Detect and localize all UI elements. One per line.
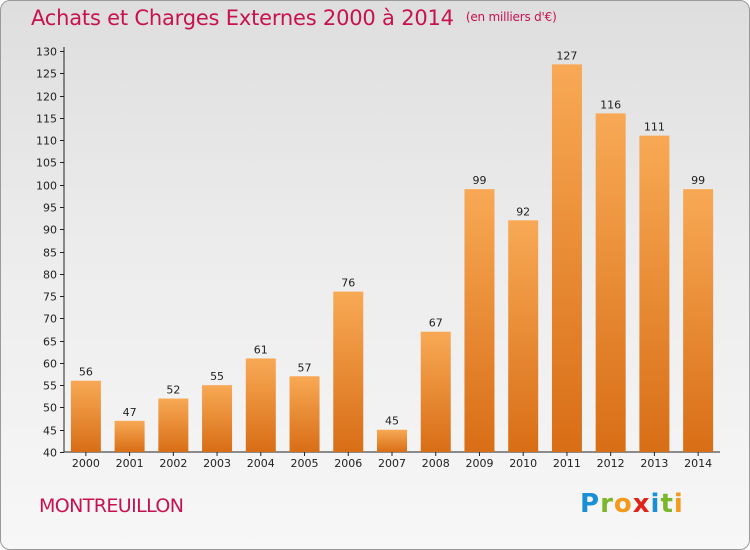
bar — [595, 113, 626, 452]
x-tick-label: 2001 — [116, 457, 144, 470]
logo-letter: o — [613, 489, 633, 519]
y-tick-label: 60 — [43, 358, 57, 371]
logo-letter: x — [632, 489, 651, 519]
chart-title: Achats et Charges Externes 2000 à 2014 (e… — [31, 6, 557, 30]
bar-value-label: 111 — [644, 121, 665, 134]
y-tick-label: 45 — [43, 425, 57, 438]
x-tick-label: 2007 — [378, 457, 406, 470]
chart-title-text: Achats et Charges Externes 2000 à 2014 — [31, 6, 454, 30]
proxiti-logo: Proxiti — [580, 489, 684, 519]
commune-name: MONTREUILLON — [39, 495, 184, 517]
y-tick-label: 85 — [43, 247, 57, 260]
y-tick-label: 75 — [43, 291, 57, 304]
logo-letter: t — [660, 489, 674, 519]
bar — [639, 135, 670, 452]
bar — [377, 429, 407, 452]
bar-value-label: 45 — [385, 415, 399, 428]
bar — [551, 64, 582, 452]
bar — [464, 189, 495, 452]
bar — [289, 376, 320, 452]
x-tick-label: 2011 — [553, 457, 581, 470]
x-tick-label: 2002 — [159, 457, 187, 470]
bar-value-label: 52 — [166, 384, 180, 397]
logo-letter: i — [650, 489, 661, 519]
bar-value-label: 57 — [298, 361, 312, 374]
y-tick-label: 50 — [43, 402, 57, 415]
bar-value-label: 56 — [79, 366, 93, 379]
y-tick-label: 95 — [43, 202, 57, 215]
y-tick-label: 100 — [36, 180, 57, 193]
x-tick-label: 2008 — [422, 457, 450, 470]
bar — [245, 358, 276, 452]
x-tick-label: 2010 — [509, 457, 537, 470]
logo-letter: P — [580, 489, 601, 519]
x-tick-label: 2013 — [640, 457, 668, 470]
bar-value-label: 116 — [600, 98, 621, 111]
x-tick-label: 2006 — [334, 457, 362, 470]
logo-letter: i — [673, 489, 684, 519]
bar — [158, 398, 189, 452]
bar-value-label: 67 — [429, 317, 443, 330]
y-tick-label: 130 — [36, 46, 57, 59]
bar — [114, 420, 145, 452]
bar-value-label: 92 — [516, 205, 530, 218]
bar — [333, 291, 364, 452]
x-tick-label: 2000 — [72, 457, 100, 470]
chart-unit-label: (en milliers d'€) — [465, 10, 557, 24]
x-tick-label: 2014 — [684, 457, 712, 470]
x-tick-label: 2009 — [465, 457, 493, 470]
x-tick-label: 2012 — [597, 457, 625, 470]
bar — [508, 220, 539, 452]
bar-value-label: 99 — [691, 174, 705, 187]
bar-value-label: 47 — [123, 406, 137, 419]
y-tick-label: 55 — [43, 380, 57, 393]
bar-value-label: 61 — [254, 343, 268, 356]
bar — [420, 331, 451, 452]
bar — [70, 380, 101, 452]
y-tick-label: 125 — [36, 68, 57, 81]
y-tick-label: 120 — [36, 91, 57, 104]
y-tick-label: 105 — [36, 157, 57, 170]
bar-value-label: 99 — [472, 174, 486, 187]
y-tick-label: 65 — [43, 336, 57, 349]
y-tick-label: 110 — [36, 135, 57, 148]
y-tick-label: 40 — [43, 447, 57, 460]
x-tick-label: 2003 — [203, 457, 231, 470]
logo-letter: r — [600, 489, 614, 519]
y-tick-label: 90 — [43, 224, 57, 237]
y-tick-label: 70 — [43, 313, 57, 326]
bar-value-label: 127 — [556, 49, 577, 62]
bar — [683, 189, 714, 452]
bar — [202, 385, 233, 452]
y-tick-label: 115 — [36, 113, 57, 126]
bar-value-label: 76 — [341, 277, 355, 290]
y-tick-label: 80 — [43, 269, 57, 282]
x-tick-label: 2004 — [247, 457, 275, 470]
x-tick-label: 2005 — [291, 457, 319, 470]
bar-value-label: 55 — [210, 370, 224, 383]
